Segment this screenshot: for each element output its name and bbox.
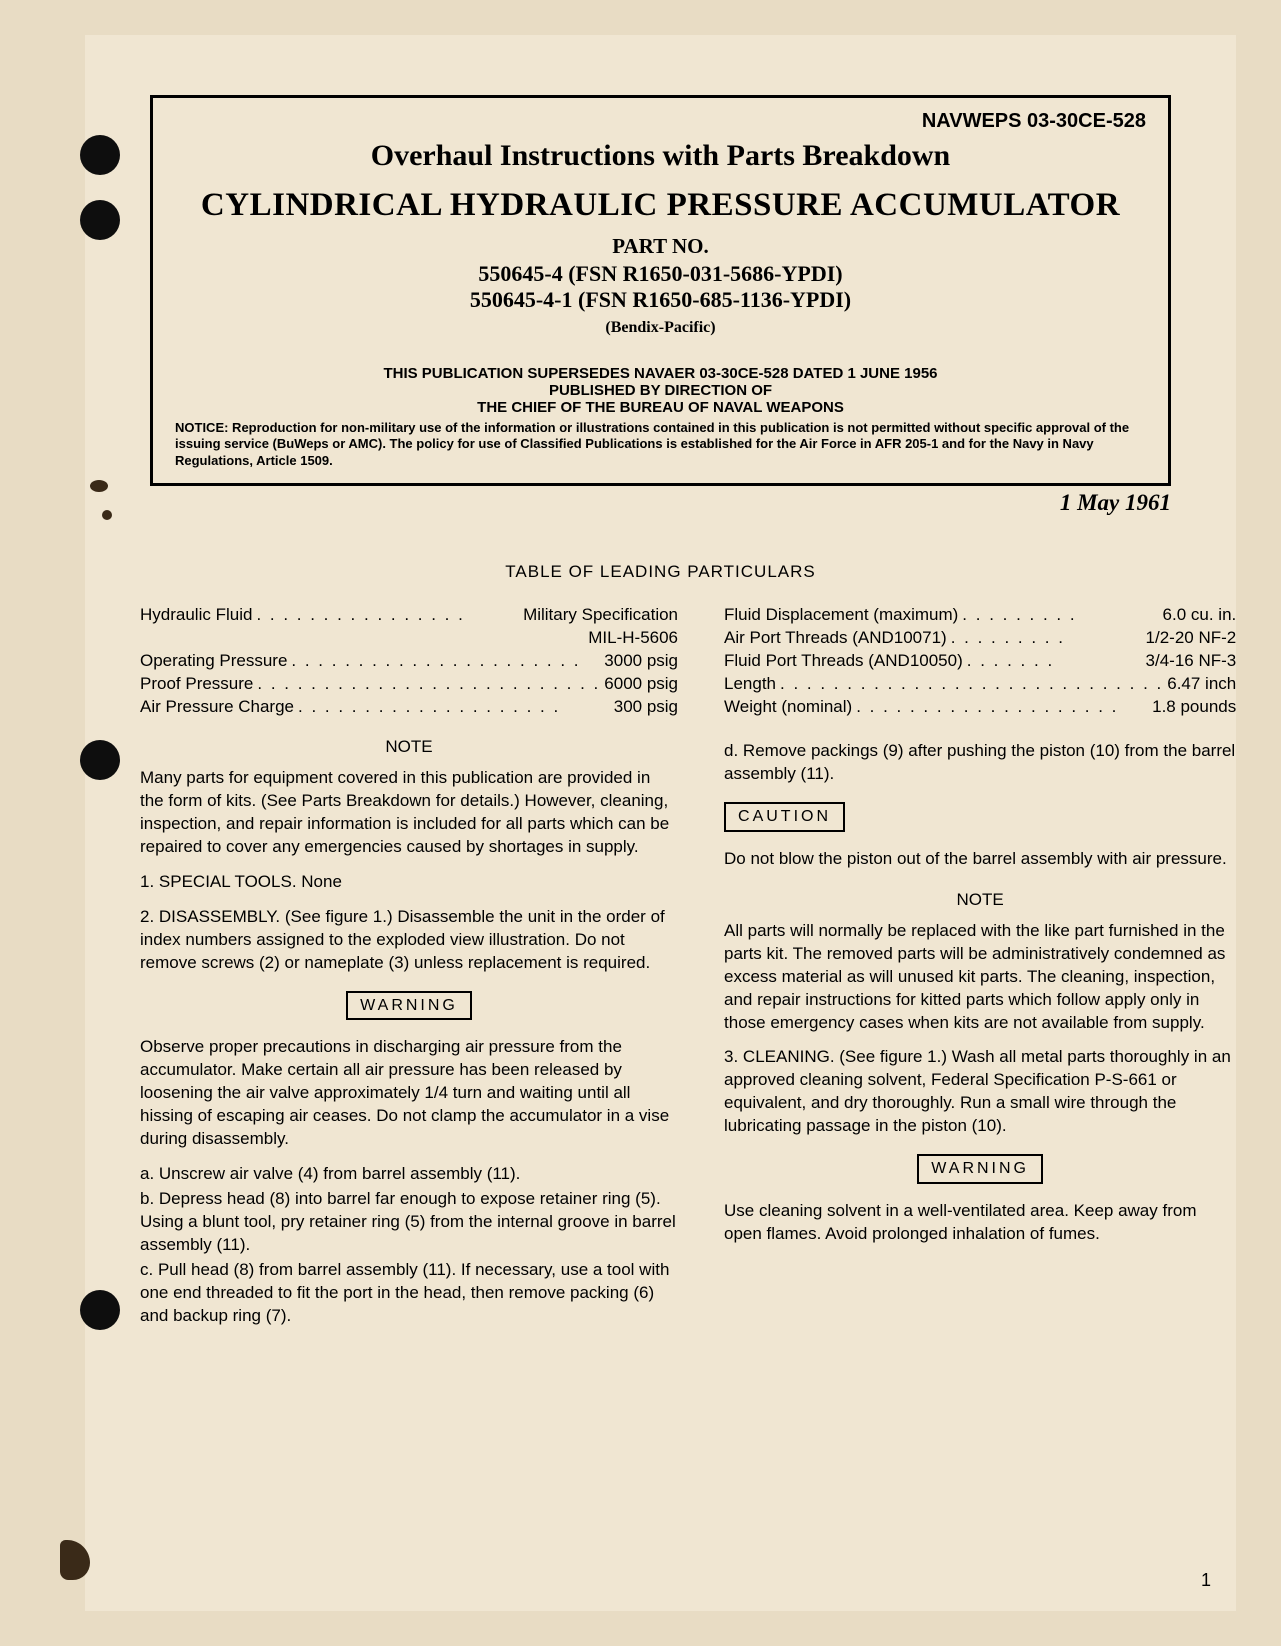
leader-dots-icon: . . . . . . . . .	[951, 627, 1142, 650]
table-title: TABLE OF LEADING PARTICULARS	[110, 562, 1211, 582]
special-tools-paragraph: 1. SPECIAL TOOLS. None	[140, 871, 678, 894]
spec-label: Weight (nominal)	[724, 696, 852, 719]
spec-value: 300 psig	[614, 696, 678, 719]
doc-id: NAVWEPS 03-30CE-528	[175, 110, 1146, 133]
leader-dots-icon: . . . . . . . . . . . . . . . .	[256, 604, 519, 627]
spec-value: 3000 psig	[604, 650, 678, 673]
binder-hole-icon	[80, 135, 120, 175]
paper-speck-icon	[102, 510, 112, 520]
bureau-line: THE CHIEF OF THE BUREAU OF NAVAL WEAPONS	[175, 399, 1146, 416]
spec-row: Hydraulic Fluid . . . . . . . . . . . . …	[140, 604, 678, 627]
note-heading: NOTE	[140, 736, 678, 759]
publication-date: 1 May 1961	[110, 490, 1171, 516]
caution-callout: CAUTION	[724, 802, 1236, 832]
spec-value-cont: MIL-H-5606	[140, 627, 678, 650]
spec-row: Air Port Threads (AND10071) . . . . . . …	[724, 627, 1236, 650]
specs-table: Fluid Displacement (maximum) . . . . . .…	[724, 604, 1236, 719]
main-title: CYLINDRICAL HYDRAULIC PRESSURE ACCUMULAT…	[175, 187, 1146, 224]
warning-callout: WARNING	[724, 1154, 1236, 1184]
spec-label: Fluid Port Threads (AND10050)	[724, 650, 963, 673]
warning-paragraph: Observe proper precautions in dischargin…	[140, 1036, 678, 1151]
published-by-line: PUBLISHED BY DIRECTION OF	[175, 382, 1146, 399]
title-box: NAVWEPS 03-30CE-528 Overhaul Instruction…	[150, 95, 1171, 486]
caution-paragraph: Do not blow the piston out of the barrel…	[724, 848, 1236, 871]
caution-label: CAUTION	[724, 802, 845, 832]
spec-label: Fluid Displacement (maximum)	[724, 604, 958, 627]
warning-callout: WARNING	[140, 991, 678, 1021]
warning-label: WARNING	[346, 991, 472, 1021]
binder-hole-icon	[80, 1290, 120, 1330]
cleaning-paragraph: 3. CLEANING. (See figure 1.) Wash all me…	[724, 1046, 1236, 1138]
left-column: Hydraulic Fluid . . . . . . . . . . . . …	[140, 604, 678, 1330]
part-number-line: 550645-4-1 (FSN R1650-685-1136-YPDI)	[175, 287, 1146, 313]
specs-table: Hydraulic Fluid . . . . . . . . . . . . …	[140, 604, 678, 719]
leader-dots-icon: . . . . . . . . . . . . . . . . . . . . …	[257, 673, 600, 696]
part-number-line: 550645-4 (FSN R1650-031-5686-YPDI)	[175, 261, 1146, 287]
step-c: c. Pull head (8) from barrel assembly (1…	[140, 1259, 678, 1328]
spec-row: Proof Pressure . . . . . . . . . . . . .…	[140, 673, 678, 696]
leader-dots-icon: . . . . . . . . . . . . . . . . . . . . …	[291, 650, 600, 673]
warning-label: WARNING	[917, 1154, 1043, 1184]
spec-row: Fluid Port Threads (AND10050) . . . . . …	[724, 650, 1236, 673]
spec-label: Air Port Threads (AND10071)	[724, 627, 947, 650]
leader-dots-icon: . . . . . . .	[967, 650, 1142, 673]
right-column: Fluid Displacement (maximum) . . . . . .…	[724, 604, 1236, 1330]
page-number: 1	[1201, 1570, 1211, 1591]
step-d: d. Remove packings (9) after pushing the…	[724, 740, 1236, 786]
paper-speck-icon	[90, 480, 108, 492]
warning-paragraph: Use cleaning solvent in a well-ventilate…	[724, 1200, 1236, 1246]
binder-hole-icon	[80, 200, 120, 240]
leader-dots-icon: . . . . . . . . .	[962, 604, 1158, 627]
note-paragraph: All parts will normally be replaced with…	[724, 920, 1236, 1035]
spec-label: Air Pressure Charge	[140, 696, 294, 719]
spec-value: 3/4-16 NF-3	[1146, 650, 1237, 673]
body-two-column: Hydraulic Fluid . . . . . . . . . . . . …	[140, 604, 1171, 1330]
spec-value: 1.8 pounds	[1152, 696, 1236, 719]
spec-row: Weight (nominal) . . . . . . . . . . . .…	[724, 696, 1236, 719]
spec-row: Fluid Displacement (maximum) . . . . . .…	[724, 604, 1236, 627]
spec-row: Operating Pressure . . . . . . . . . . .…	[140, 650, 678, 673]
binder-hole-icon	[80, 740, 120, 780]
spec-label: Length	[724, 673, 776, 696]
spec-value: Military Specification	[523, 604, 678, 627]
spec-value: 6.0 cu. in.	[1163, 604, 1237, 627]
spec-value: 1/2-20 NF-2	[1146, 627, 1237, 650]
leader-dots-icon: . . . . . . . . . . . . . . . . . . . .	[298, 696, 610, 719]
leader-dots-icon: . . . . . . . . . . . . . . . . . . . .	[856, 696, 1148, 719]
spec-row: Length . . . . . . . . . . . . . . . . .…	[724, 673, 1236, 696]
spec-value: 6000 psig	[604, 673, 678, 696]
spec-label: Proof Pressure	[140, 673, 253, 696]
step-a: a. Unscrew air valve (4) from barrel ass…	[140, 1163, 678, 1186]
leader-dots-icon: . . . . . . . . . . . . . . . . . . . . …	[780, 673, 1163, 696]
step-b: b. Depress head (8) into barrel far enou…	[140, 1188, 678, 1257]
subtitle: Overhaul Instructions with Parts Breakdo…	[175, 139, 1146, 173]
notice-paragraph: NOTICE: Reproduction for non-military us…	[175, 420, 1146, 469]
note-paragraph: Many parts for equipment covered in this…	[140, 767, 678, 859]
note-heading: NOTE	[724, 889, 1236, 912]
spec-label: Hydraulic Fluid	[140, 604, 252, 627]
supersedes-line: THIS PUBLICATION SUPERSEDES NAVAER 03-30…	[175, 365, 1146, 382]
spec-label: Operating Pressure	[140, 650, 287, 673]
disassembly-paragraph: 2. DISASSEMBLY. (See figure 1.) Disassem…	[140, 906, 678, 975]
document-content: NAVWEPS 03-30CE-528 Overhaul Instruction…	[110, 95, 1211, 1330]
spec-value: 6.47 inch	[1167, 673, 1236, 696]
manufacturer: (Bendix-Pacific)	[175, 319, 1146, 337]
part-no-label: PART NO.	[175, 234, 1146, 259]
spec-row: Air Pressure Charge . . . . . . . . . . …	[140, 696, 678, 719]
